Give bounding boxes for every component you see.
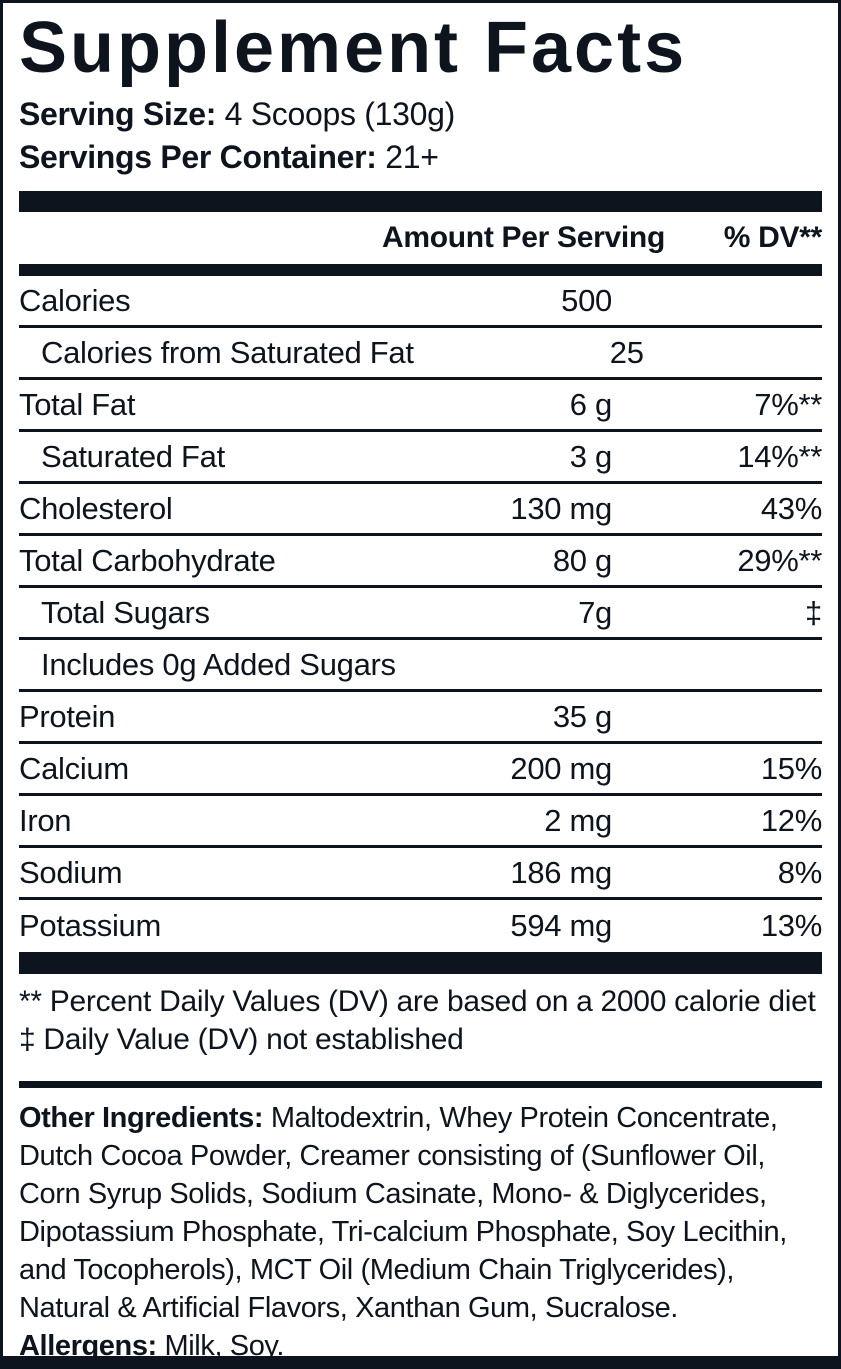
nutrient-label: Includes 0g Added Sugars: [41, 646, 396, 682]
other-ingredients: Other Ingredients: Maltodextrin, Whey Pr…: [19, 1099, 822, 1327]
divider-bottom-bar: [3, 1356, 838, 1366]
nutrient-dv: 13%: [760, 908, 822, 943]
other-ingredients-text: Maltodextrin, Whey Protein Concentrate, …: [19, 1102, 787, 1324]
table-row-total-sugars: Total Sugars 7g ‡: [19, 588, 822, 640]
nutrient-dv: 29%**: [737, 542, 822, 578]
page-title: Supplement Facts: [19, 8, 688, 88]
nutrient-label: Cholesterol: [19, 490, 173, 526]
nutrient-dv: 15%: [760, 750, 822, 786]
nutrient-label: Total Sugars: [41, 594, 210, 630]
servings-per-container-label: Servings Per Container:: [19, 139, 377, 175]
nutrient-amount: 594 mg: [510, 908, 612, 943]
nutrient-amount: 2 mg: [544, 802, 612, 838]
serving-size-value: 4 Scoops (130g): [224, 96, 456, 132]
nutrient-amount: 500: [561, 282, 612, 318]
divider-medium-header: [19, 264, 822, 276]
nutrient-amount: 130 mg: [510, 490, 612, 526]
nutrient-label: Sodium: [19, 854, 123, 890]
nutrient-dv: ‡: [805, 594, 822, 630]
other-ingredients-label: Other Ingredients:: [19, 1102, 264, 1134]
header-percent-dv: % DV**: [723, 221, 823, 254]
table-row-sodium: Sodium 186 mg 8%: [19, 848, 822, 900]
table-row-calories-from-saturated-fat: Calories from Saturated Fat 25: [19, 328, 822, 380]
footnote-dagger: ‡ Daily Value (DV) not established: [19, 1023, 464, 1056]
table-row-potassium: Potassium 594 mg 13%: [19, 900, 822, 952]
nutrient-label: Calories: [19, 282, 131, 318]
nutrient-amount: 80 g: [552, 542, 612, 578]
nutrient-label: Iron: [19, 802, 72, 838]
nutrient-label: Total Carbohydrate: [19, 542, 276, 578]
divider-thick-top: [19, 191, 822, 212]
nutrient-dv: 12%: [760, 802, 822, 838]
servings-per-container-line: Servings Per Container: 21+: [19, 136, 822, 179]
footnote-percent-dv: ** Percent Daily Values (DV) are based o…: [19, 985, 816, 1018]
nutrient-amount: 6 g: [569, 386, 613, 422]
divider-medium-footnotes: [19, 1081, 822, 1088]
nutrient-dv: 43%: [760, 490, 822, 526]
header-amount-per-serving: Amount Per Serving: [382, 221, 665, 254]
table-row-calories: Calories 500: [19, 276, 822, 328]
nutrient-amount: 200 mg: [510, 750, 612, 786]
table-header-row: Amount Per Serving % DV**: [19, 212, 822, 264]
nutrient-amount: 186 mg: [510, 854, 612, 890]
nutrient-amount: 35 g: [552, 698, 612, 734]
nutrient-label: Calories from Saturated Fat: [41, 334, 414, 370]
nutrient-label: Total Fat: [19, 386, 136, 422]
table-row-protein: Protein 35 g: [19, 692, 822, 744]
table-row-saturated-fat: Saturated Fat 3 g 14%**: [19, 432, 822, 484]
nutrient-amount: 25: [609, 334, 644, 370]
table-row-calcium: Calcium 200 mg 15%: [19, 744, 822, 796]
nutrient-label: Saturated Fat: [41, 438, 225, 474]
footnotes: ** Percent Daily Values (DV) are based o…: [19, 974, 822, 1071]
servings-per-container-value: 21+: [385, 139, 439, 175]
nutrient-dv: 14%**: [737, 438, 822, 474]
nutrient-amount: 7g: [578, 594, 612, 630]
nutrient-label: Protein: [19, 698, 116, 734]
table-row-cholesterol: Cholesterol 130 mg 43%: [19, 484, 822, 536]
table-row-includes-added-sugars: Includes 0g Added Sugars: [19, 640, 822, 692]
nutrient-amount: 3 g: [569, 438, 613, 474]
table-row-total-carbohydrate: Total Carbohydrate 80 g 29%**: [19, 536, 822, 588]
table-row-iron: Iron 2 mg 12%: [19, 796, 822, 848]
nutrient-label: Calcium: [19, 750, 129, 786]
nutrient-dv: 8%: [777, 854, 823, 890]
divider-thick-bottom: [19, 952, 822, 974]
serving-size-label: Serving Size:: [19, 96, 217, 132]
serving-size-line: Serving Size: 4 Scoops (130g): [19, 93, 822, 136]
nutrient-dv: 7%**: [754, 386, 822, 422]
nutrient-label: Potassium: [19, 908, 162, 943]
nutrient-table: Calories 500 Calories from Saturated Fat…: [19, 276, 822, 952]
table-row-total-fat: Total Fat 6 g 7%**: [19, 380, 822, 432]
